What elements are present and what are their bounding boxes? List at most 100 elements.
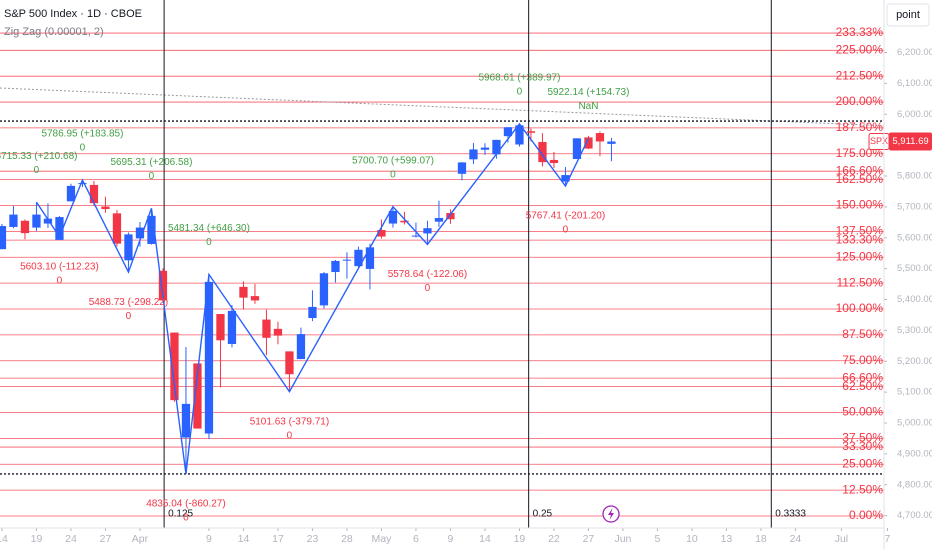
pivot-label: 5767.41 (-201.20) bbox=[526, 211, 606, 222]
x-tick-label: 9 bbox=[448, 533, 454, 545]
candle-body bbox=[158, 270, 168, 301]
fib-level-label: 25.00% bbox=[842, 456, 883, 470]
fib-level-label: 200.00% bbox=[836, 94, 884, 108]
candle-body bbox=[273, 328, 283, 336]
pivot-label: 5603.10 (-112.23) bbox=[20, 261, 99, 272]
candle-body bbox=[262, 319, 271, 338]
lightning-icon[interactable] bbox=[602, 505, 620, 523]
last-price-label: 5,911.69 bbox=[892, 136, 928, 147]
fib-level-label: 0.00% bbox=[849, 508, 883, 522]
x-tick-label: 22 bbox=[548, 533, 560, 545]
candle-body bbox=[515, 125, 524, 145]
y-tick-label: 4,700.00 bbox=[897, 510, 932, 521]
x-tick-label: 24 bbox=[790, 533, 802, 545]
pivot-sublabel: 0 bbox=[126, 311, 132, 322]
pivot-sublabel: 0 bbox=[183, 513, 189, 524]
fib-level-label: 75.00% bbox=[842, 353, 883, 367]
x-tick-label: 27 bbox=[583, 533, 595, 545]
fib-level-label: 62.50% bbox=[842, 379, 883, 393]
fib-level-label: 33.30% bbox=[842, 439, 883, 453]
x-tick-label: 9 bbox=[206, 533, 212, 545]
x-tick-label: Jul bbox=[835, 533, 848, 545]
x-tick-label: 5 bbox=[655, 533, 661, 545]
candle-body bbox=[32, 214, 41, 228]
indicator-name: Zig Zag (0.00001, 2) bbox=[4, 26, 104, 38]
axes: 233.33%225.00%212.50%200.00%187.50%175.0… bbox=[0, 25, 932, 545]
candle-body bbox=[549, 159, 559, 164]
chart-title: S&P 500 Index · 1D · CBOE bbox=[4, 8, 142, 20]
x-tick-label: 13 bbox=[721, 533, 733, 545]
candle-body bbox=[561, 175, 570, 182]
x-tick-label: 18 bbox=[755, 533, 767, 545]
candle-body bbox=[319, 273, 329, 306]
candle-body bbox=[78, 183, 87, 185]
candle-body bbox=[377, 230, 386, 237]
candle-body bbox=[434, 217, 444, 222]
candle-body bbox=[101, 206, 110, 210]
candle-body bbox=[503, 127, 513, 137]
candle-body bbox=[365, 247, 375, 269]
candle-body bbox=[285, 351, 294, 375]
x-tick-label: Apr bbox=[132, 533, 149, 545]
pivot-sublabel: 0 bbox=[206, 237, 212, 248]
y-tick-label: 5,700.00 bbox=[897, 201, 932, 212]
candle-body bbox=[89, 184, 99, 204]
fib-level-label: 233.33% bbox=[836, 25, 884, 39]
interval-button[interactable]: point bbox=[886, 3, 930, 27]
candle-body bbox=[147, 215, 156, 244]
candle-body bbox=[181, 403, 191, 438]
fib-level-label: 66.60% bbox=[842, 370, 883, 384]
pivot-label: 5695.31 (+206.58) bbox=[110, 157, 192, 168]
fib-level-label: 137.50% bbox=[836, 224, 884, 238]
candle-body bbox=[538, 142, 547, 163]
candle-body bbox=[526, 131, 536, 133]
pivot-sublabel: 0 bbox=[563, 225, 569, 236]
fib-level-label: 100.00% bbox=[836, 301, 884, 315]
fib-level-label: 112.50% bbox=[837, 275, 884, 289]
candle-body bbox=[250, 296, 260, 301]
button-label[interactable]: point bbox=[896, 9, 920, 21]
candle-body bbox=[457, 162, 467, 174]
y-tick-label: 5,100.00 bbox=[897, 387, 932, 398]
x-tick-label: 27 bbox=[100, 533, 112, 545]
x-tick-label: 14 bbox=[0, 533, 8, 545]
candle-body bbox=[124, 234, 133, 261]
fib-level-label: 150.00% bbox=[836, 198, 884, 212]
candle-body bbox=[411, 235, 421, 237]
y-tick-label: 5,000.00 bbox=[897, 418, 932, 429]
pivot-label: 5922.14 (+154.73) bbox=[547, 87, 629, 98]
pivot-sublabel: 0 bbox=[287, 430, 293, 441]
x-tick-label: 19 bbox=[31, 533, 43, 545]
candle-body bbox=[572, 138, 582, 160]
candle-body bbox=[446, 213, 455, 220]
candle-body bbox=[9, 214, 18, 227]
x-tick-label: Jun bbox=[614, 533, 631, 545]
x-tick-label: 7 bbox=[885, 533, 891, 545]
candle-body bbox=[204, 281, 214, 434]
candle-body bbox=[170, 332, 179, 401]
candle-body bbox=[239, 286, 248, 298]
y-tick-label: 5,800.00 bbox=[897, 171, 932, 182]
fib-level-label: 187.50% bbox=[836, 120, 884, 134]
y-tick-label: 5,500.00 bbox=[897, 263, 932, 274]
x-tick-label: 24 bbox=[65, 533, 77, 545]
pivot-label: 5786.95 (+183.85) bbox=[41, 129, 123, 140]
time-fib-label: 0.125 bbox=[168, 509, 193, 520]
fib-level-label: 166.60% bbox=[836, 163, 884, 177]
pivot-label: 5700.70 (+599.07) bbox=[352, 155, 434, 166]
candle-body bbox=[216, 314, 225, 341]
candle-body bbox=[584, 137, 593, 149]
pivot-label: 5481.34 (+646.30) bbox=[168, 223, 250, 234]
fib-level-label: 12.50% bbox=[842, 482, 883, 496]
y-tick-label: 5,200.00 bbox=[897, 356, 932, 367]
fib-level-label: 225.00% bbox=[836, 42, 884, 56]
y-tick-label: 5,400.00 bbox=[897, 294, 932, 305]
candle-body bbox=[66, 185, 76, 202]
candle-body bbox=[0, 226, 7, 250]
candle-body bbox=[43, 218, 53, 224]
y-tick-label: 5,600.00 bbox=[897, 232, 932, 243]
pivot-label: 5101.63 (-379.71) bbox=[250, 416, 330, 427]
